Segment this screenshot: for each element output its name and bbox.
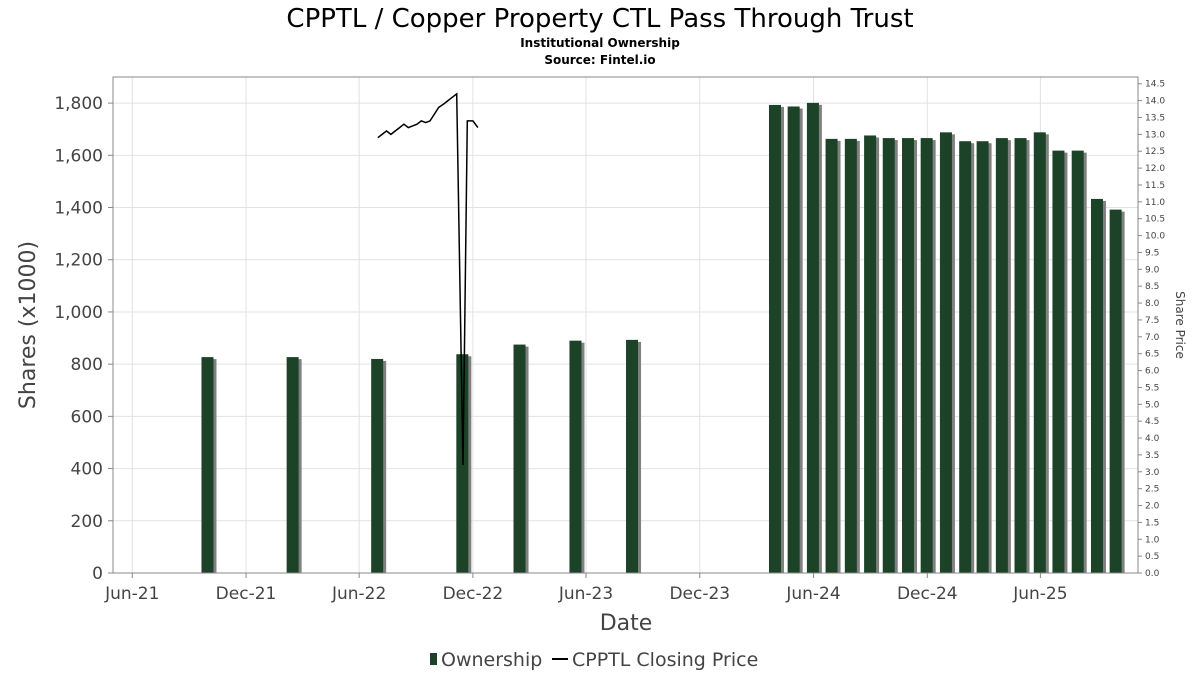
y2-tick-label: 7.5 (1145, 316, 1159, 326)
x-axis-label: Date (600, 611, 653, 636)
y-tick-label: 800 (71, 355, 103, 375)
y2-tick-label: 9.5 (1145, 248, 1159, 258)
ownership-bar (825, 138, 838, 573)
ownership-bar (626, 339, 639, 573)
y-tick-label: 1,600 (54, 146, 103, 166)
right-y-axis: 0.0 0.5 1.0 1.5 2.0 2.5 3.0 3.5 4.0 4.5 5.0 5.5 6.0 6… (1138, 80, 1165, 579)
y2-tick-label: 7.0 (1145, 333, 1160, 343)
x-tick-label: Jun-22 (331, 584, 386, 604)
y-tick-label: 200 (71, 512, 103, 532)
ownership-bar (864, 135, 877, 574)
y2-tick-label: 9.0 (1145, 265, 1160, 275)
price-line-group (377, 92, 479, 466)
y-tick-label: 1,400 (54, 199, 103, 219)
ownership-bar (1109, 209, 1122, 573)
ownership-bar (976, 141, 989, 574)
ownership-bar (1033, 132, 1046, 574)
ownership-bars (201, 102, 1125, 574)
y2-tick-label: 2.0 (1145, 502, 1160, 512)
legend: Ownership CPPTL Closing Price (430, 649, 758, 671)
left-y-axis: 0 200 400 600 800 1,000 1,200 1,400 1,600 1,800 (54, 94, 113, 584)
ownership-bar (844, 138, 857, 573)
ownership-bar (882, 138, 895, 574)
y2-tick-label: 13.0 (1145, 130, 1165, 140)
y2-tick-label: 8.0 (1145, 299, 1160, 309)
y2-tick-label: 10.5 (1145, 215, 1165, 225)
ownership-bar (201, 357, 214, 573)
y2-tick-label: 12.5 (1145, 147, 1165, 157)
x-tick-label: Jun-21 (104, 584, 159, 604)
ownership-bar (1090, 198, 1103, 574)
ownership-bar (1071, 150, 1084, 574)
y-tick-label: 0 (92, 564, 103, 584)
y-axis-label: Shares (x1000) (16, 241, 41, 409)
x-tick-label: Dec-22 (443, 584, 504, 604)
y2-tick-label: 12.0 (1145, 164, 1165, 174)
y2-tick-label: 11.5 (1145, 181, 1165, 191)
y2-tick-label: 3.5 (1145, 451, 1159, 461)
y2-tick-label: 1.0 (1145, 535, 1160, 545)
y2-tick-label: 3.0 (1145, 468, 1160, 478)
ownership-bar (902, 138, 915, 574)
y2-axis-label: Share Price (1173, 291, 1187, 359)
ownership-bar (768, 104, 781, 574)
ownership-bar (1052, 150, 1065, 574)
x-tick-label: Jun-23 (558, 584, 613, 604)
legend-ownership-label: Ownership (441, 649, 542, 671)
y2-tick-label: 4.0 (1145, 434, 1160, 444)
ownership-bar (920, 138, 933, 574)
y2-tick-label: 5.5 (1145, 383, 1159, 393)
ownership-bar (995, 138, 1008, 574)
x-tick-label: Dec-21 (216, 584, 277, 604)
y2-tick-label: 6.0 (1145, 367, 1160, 377)
y2-tick-label: 1.5 (1145, 518, 1159, 528)
chart-title: CPPTL / Copper Property CTL Pass Through… (286, 4, 913, 34)
y-tick-label: 1,200 (54, 251, 103, 271)
chart-subtitle-ownership: Institutional Ownership (520, 36, 680, 50)
price-line (377, 92, 479, 466)
y2-tick-label: 6.5 (1145, 350, 1159, 360)
y2-tick-label: 13.5 (1145, 113, 1165, 123)
plot-area (112, 76, 1139, 574)
y-tick-label: 1,800 (54, 94, 103, 114)
y2-tick-label: 11.0 (1145, 198, 1165, 208)
y-tick-label: 1,000 (54, 303, 103, 323)
y2-tick-label: 14.0 (1145, 97, 1165, 107)
y2-tick-label: 0.0 (1145, 569, 1160, 579)
legend-ownership-swatch (430, 653, 437, 665)
y2-tick-label: 0.5 (1145, 552, 1159, 562)
y2-tick-label: 14.5 (1145, 80, 1165, 90)
chart-subtitle-source: Source: Fintel.io (544, 53, 655, 67)
y-tick-label: 600 (71, 407, 103, 427)
ownership-bar (286, 357, 299, 573)
legend-price-label: CPPTL Closing Price (572, 649, 758, 671)
ownership-bar (806, 102, 819, 573)
ownership-bar (1014, 138, 1027, 574)
ownership-bar (371, 358, 384, 573)
x-tick-label: Dec-24 (897, 584, 958, 604)
x-tick-label: Dec-23 (669, 584, 730, 604)
y2-tick-label: 10.0 (1145, 232, 1165, 242)
y2-tick-label: 2.5 (1145, 485, 1159, 495)
ownership-bar (569, 340, 582, 573)
x-tick-label: Jun-25 (1012, 584, 1067, 604)
y-tick-label: 400 (71, 460, 103, 480)
ownership-bar (787, 106, 800, 573)
x-tick-label: Jun-24 (785, 584, 840, 604)
y2-tick-label: 8.5 (1145, 282, 1159, 292)
ownership-bar (939, 132, 952, 574)
ownership-bar (513, 344, 526, 573)
y2-tick-label: 5.0 (1145, 400, 1160, 410)
y2-tick-label: 4.5 (1145, 417, 1159, 427)
ownership-bar (959, 141, 972, 574)
x-axis: Jun-21 Dec-21 Jun-22 Dec-22 Jun-23 Dec-23 Jun-… (104, 573, 1068, 604)
